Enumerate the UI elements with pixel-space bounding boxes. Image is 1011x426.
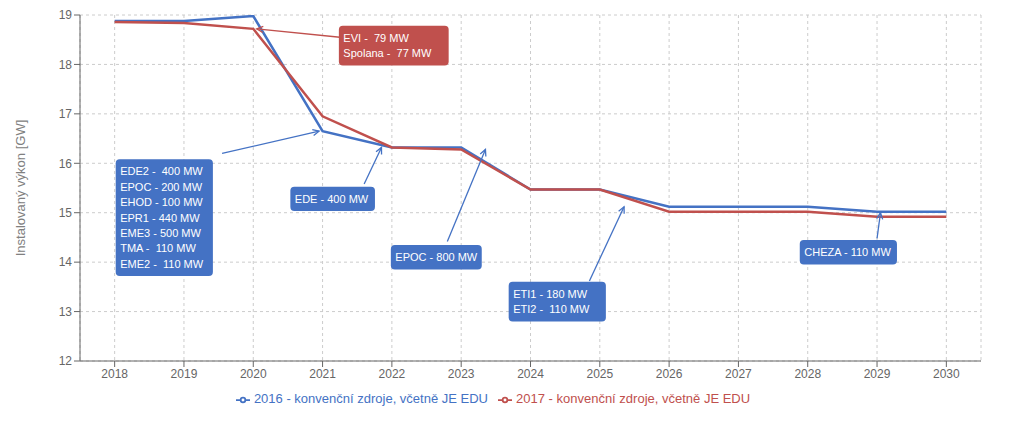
svg-text:2023: 2023 (448, 367, 475, 381)
svg-text:EME2 - 110 MW: EME2 - 110 MW (120, 258, 204, 270)
svg-text:EVI - 79 MW: EVI - 79 MW (343, 32, 409, 44)
svg-text:2020: 2020 (240, 367, 267, 381)
svg-text:2022: 2022 (379, 367, 406, 381)
svg-text:15: 15 (59, 206, 73, 220)
svg-text:EPOC - 200 MW: EPOC - 200 MW (120, 181, 203, 193)
svg-text:2030: 2030 (933, 367, 960, 381)
html-text:2016 - konvenční zdroje, včetn: 2016 - konvenční zdroje, včetně JE EDU (253, 391, 488, 406)
svg-text:2028: 2028 (794, 367, 821, 381)
svg-text:19: 19 (59, 8, 73, 22)
html-text:2017 - konvenční zdroje, včetn: 2017 - konvenční zdroje, včetně JE EDU (516, 391, 751, 406)
svg-text:EDE - 400 MW: EDE - 400 MW (295, 193, 369, 205)
svg-text:CHEZA - 110 MW: CHEZA - 110 MW (804, 246, 891, 258)
svg-text:18: 18 (59, 58, 73, 72)
svg-text:17: 17 (59, 107, 73, 121)
svg-text:EPOC - 800 MW: EPOC - 800 MW (395, 251, 478, 263)
svg-text:2019: 2019 (171, 367, 198, 381)
svg-text:12: 12 (59, 354, 73, 368)
svg-text:2018: 2018 (101, 367, 128, 381)
svg-text:TMA - 110 MW: TMA - 110 MW (120, 242, 196, 254)
svg-text:16: 16 (59, 157, 73, 171)
svg-text:2027: 2027 (725, 367, 752, 381)
svg-text:13: 13 (59, 305, 73, 319)
svg-text:2029: 2029 (864, 367, 891, 381)
svg-text:14: 14 (59, 255, 73, 269)
svg-text:Instalovaný výkon [GW]: Instalovaný výkon [GW] (13, 120, 28, 257)
svg-text:2026: 2026 (656, 367, 683, 381)
svg-text:EDE2 - 400 MW: EDE2 - 400 MW (120, 165, 203, 177)
svg-text:EHOD - 100 MW: EHOD - 100 MW (120, 196, 203, 208)
svg-text:2024: 2024 (517, 367, 544, 381)
svg-text:EME3 - 500 MW: EME3 - 500 MW (120, 227, 201, 239)
svg-text:2025: 2025 (586, 367, 613, 381)
svg-text:ETI2 - 110 MW: ETI2 - 110 MW (513, 303, 590, 315)
svg-text:2021: 2021 (309, 367, 336, 381)
svg-text:EPR1 - 440 MW: EPR1 - 440 MW (120, 212, 200, 224)
svg-text:Spolana - 77 MW: Spolana - 77 MW (343, 47, 432, 59)
svg-text:ETI1 - 180 MW: ETI1 - 180 MW (513, 288, 588, 300)
